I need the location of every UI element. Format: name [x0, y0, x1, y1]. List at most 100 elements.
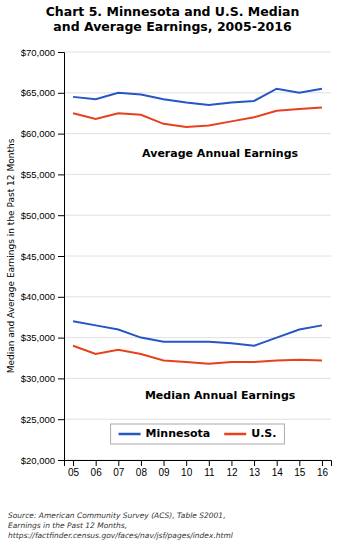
- x-tick-label: 07: [113, 467, 125, 478]
- title: Chart 5. Minnesota and U.S. Medianand Av…: [46, 4, 300, 34]
- x-tick-label: 05: [68, 467, 80, 478]
- y-tick-mark: [58, 215, 64, 216]
- x-tick: 12: [226, 460, 238, 478]
- x-tick-label: 14: [272, 467, 284, 478]
- y-tick: $45,000: [21, 251, 64, 262]
- y-tick-mark: [58, 378, 64, 379]
- legend-label: Minnesota: [146, 427, 211, 440]
- x-tick-label: 13: [249, 467, 261, 478]
- x-tick-mark: [209, 460, 210, 466]
- x-tick-mark: [299, 460, 300, 466]
- legend-item: U.S.: [224, 427, 276, 440]
- y-tick-label: $20,000: [21, 455, 55, 466]
- legend: Minnesota U.S.: [111, 424, 285, 444]
- grid-line: [64, 92, 331, 93]
- y-tick-label: $60,000: [21, 128, 55, 139]
- x-tick-label: 16: [317, 467, 329, 478]
- y-tick-label: $35,000: [21, 332, 55, 343]
- plot: 05 06 07 08 09 10 11 12 13 14 15 16 $20,000 $25,000 $3…: [21, 47, 332, 479]
- x-tick-label: 08: [136, 467, 148, 478]
- x-axis: 05 06 07 08 09 10 11 12 13 14 15 16: [65, 460, 332, 478]
- grid-line: [64, 52, 331, 53]
- x-tick: 05: [68, 460, 80, 478]
- grid-line: [64, 174, 331, 175]
- y-axis: $20,000 $25,000 $30,000 $35,000 $40,000 $45,0…: [21, 47, 65, 466]
- grid-line: [64, 378, 331, 379]
- annotation: Median Annual Earnings: [145, 389, 296, 402]
- grid: [64, 52, 331, 460]
- y-tick: $20,000: [21, 455, 64, 466]
- y-tick-mark: [58, 338, 64, 339]
- chart: Chart 5. Minnesota and U.S. Medianand Av…: [0, 0, 345, 548]
- y-tick-label: $30,000: [21, 373, 55, 384]
- y-tick-label: $40,000: [21, 291, 55, 302]
- y-tick: $35,000: [21, 332, 64, 343]
- x-tick: 13: [249, 460, 261, 478]
- y-tick: $50,000: [21, 210, 64, 221]
- y-tick-label: $50,000: [21, 210, 55, 221]
- y-tick-label: $45,000: [21, 251, 55, 262]
- x-tick-mark: [118, 460, 119, 466]
- grid-line: [64, 337, 331, 338]
- y-tick-mark: [58, 52, 64, 53]
- x-tick: 14: [272, 460, 284, 478]
- x-tick-mark: [254, 460, 255, 466]
- y-axis-line: [58, 53, 65, 461]
- x-tick: 10: [181, 460, 193, 478]
- x-tick: 08: [136, 460, 148, 478]
- x-tick-mark: [96, 460, 97, 466]
- x-tick-mark: [322, 460, 323, 466]
- grid-line: [64, 296, 331, 297]
- legend-label: U.S.: [251, 427, 276, 440]
- y-tick: $70,000: [21, 47, 64, 58]
- series-line: [73, 346, 322, 364]
- series-line: [73, 89, 322, 105]
- x-tick-label: 15: [294, 467, 306, 478]
- series-line: [73, 321, 322, 345]
- x-tick-label: 06: [91, 467, 103, 478]
- x-tick-mark: [186, 460, 187, 466]
- y-tick: $65,000: [21, 87, 64, 98]
- legend-swatch: [119, 433, 141, 436]
- grid-line: [64, 419, 331, 420]
- y-tick-mark: [58, 419, 64, 420]
- legend-box: [111, 424, 285, 444]
- legend-item: Minnesota: [119, 427, 211, 440]
- lines: [73, 89, 322, 364]
- x-tick: 11: [204, 460, 215, 478]
- y-tick-mark: [58, 93, 64, 94]
- source: Source: American Community Survey (ACS),…: [8, 511, 234, 540]
- x-tick: 15: [294, 460, 306, 478]
- x-axis-line: [65, 461, 332, 467]
- grid-line: [64, 133, 331, 134]
- y-tick-label: $65,000: [21, 87, 55, 98]
- y-tick-label: $55,000: [21, 169, 55, 180]
- y-tick-mark: [58, 134, 64, 135]
- y-tick-label: $25,000: [21, 414, 55, 425]
- y-tick: $25,000: [21, 414, 64, 425]
- x-tick: 16: [317, 460, 329, 478]
- y-tick-mark: [58, 256, 64, 257]
- x-tick-mark: [277, 460, 278, 466]
- y-tick: $55,000: [21, 169, 64, 180]
- x-tick-label: 10: [181, 467, 193, 478]
- y-tick: $40,000: [21, 291, 64, 302]
- x-tick: 07: [113, 460, 125, 478]
- y-axis-title: Median and Average Earnings in the Past …: [6, 138, 16, 373]
- x-tick-label: 09: [158, 467, 170, 478]
- series-line: [73, 107, 322, 127]
- x-tick-label: 12: [226, 467, 238, 478]
- grid-line: [64, 256, 331, 257]
- x-tick-mark: [164, 460, 165, 466]
- y-tick: $30,000: [21, 373, 64, 384]
- legend-swatch: [224, 433, 246, 436]
- x-tick-mark: [141, 460, 142, 466]
- x-tick: 06: [91, 460, 103, 478]
- annotation: Average Annual Earnings: [142, 147, 298, 160]
- y-tick-mark: [58, 297, 64, 298]
- x-tick-label: 11: [204, 467, 215, 478]
- grid-line: [64, 215, 331, 216]
- y-tick-mark: [58, 460, 64, 461]
- annotations: Average Annual Earnings Median Annual Ear…: [142, 147, 298, 402]
- x-tick-mark: [73, 460, 74, 466]
